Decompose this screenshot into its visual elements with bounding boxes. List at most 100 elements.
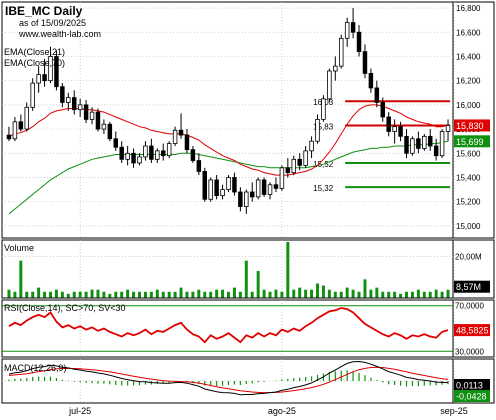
- candle-body: [344, 22, 350, 39]
- volume-bar: [13, 291, 17, 298]
- x-tick-label: sep-25: [440, 406, 468, 416]
- volume-bar: [256, 271, 260, 298]
- candle-body: [149, 145, 154, 160]
- candle-body: [196, 160, 202, 172]
- candle-body: [172, 129, 178, 145]
- candle-body: [439, 131, 445, 157]
- price-tick-label: 16,000: [456, 101, 481, 110]
- volume-bar: [345, 287, 349, 298]
- volume-bar: [114, 291, 118, 298]
- volume-bar: [60, 291, 64, 298]
- volume-bar: [66, 293, 70, 298]
- candle-body: [36, 74, 41, 84]
- candle-body: [155, 150, 160, 160]
- candle-body: [267, 184, 273, 195]
- candle-body: [244, 191, 249, 207]
- candle-body: [297, 158, 302, 166]
- price-tick-label: 16,600: [456, 28, 481, 37]
- candle-body: [54, 56, 59, 88]
- volume-bar: [387, 291, 391, 298]
- candle-body: [137, 156, 142, 164]
- candle-body: [291, 158, 297, 174]
- volume-bar: [185, 291, 189, 298]
- volume-bar: [416, 289, 420, 298]
- candle-body: [445, 125, 451, 132]
- volume-bar: [244, 260, 248, 298]
- volume-bar: [363, 279, 367, 298]
- candle-body: [18, 121, 24, 130]
- volume-bar: [120, 291, 124, 298]
- candle-body: [380, 102, 386, 118]
- volume-bar: [321, 285, 325, 298]
- price-last-label-bg: [454, 135, 490, 148]
- candle-body: [226, 177, 231, 190]
- volume-bar: [292, 289, 296, 298]
- rsi-title: RSI(Close,14), SC>70, SV<30: [4, 303, 126, 313]
- volume-bar: [138, 291, 141, 298]
- volume-bar: [410, 291, 414, 298]
- price-tick-label: 15,600: [456, 149, 481, 158]
- candle-body: [125, 152, 130, 160]
- candle-body: [356, 31, 362, 53]
- candle-body: [422, 135, 427, 149]
- candle-body: [184, 134, 190, 151]
- volume-bar: [197, 289, 201, 298]
- volume-bar: [428, 291, 432, 298]
- price-tick-label: 15,000: [456, 222, 481, 231]
- candle-body: [410, 138, 415, 154]
- candle-body: [60, 86, 65, 103]
- volume-bar: [250, 291, 254, 298]
- volume-bar: [72, 291, 76, 298]
- price-panel: 15,00015,20015,40015,60015,80016,00016,2…: [1, 1, 495, 239]
- candle-body: [285, 167, 291, 174]
- volume-tick-label: 20,00M: [455, 253, 482, 262]
- candle-body: [208, 179, 213, 200]
- macd-last-label: 0,0113: [456, 381, 483, 391]
- price-tick-label: 16,200: [456, 77, 481, 86]
- rsi-last-label: 48,5825: [456, 326, 489, 336]
- candle-body: [374, 87, 380, 103]
- candle-body: [327, 70, 332, 100]
- candle-body: [416, 138, 421, 149]
- x-axis: jul-25 ago-25 sep-25: [68, 406, 468, 416]
- volume-bar: [268, 291, 272, 298]
- candle-body: [398, 126, 403, 137]
- candle-body: [249, 191, 255, 198]
- volume-bar: [161, 291, 165, 298]
- volume-bar: [173, 291, 177, 298]
- chart-date: as of 15/09/2025: [19, 18, 86, 28]
- candle-body: [48, 56, 53, 82]
- volume-bar: [280, 291, 284, 298]
- legend-ema21: EMA(Close,21): [4, 47, 65, 57]
- macd-last-label-bg: [454, 379, 490, 391]
- candle-body: [160, 150, 166, 157]
- volume-bar: [167, 291, 171, 298]
- volume-bar: [126, 289, 130, 298]
- candle-body: [107, 123, 113, 140]
- volume-bar: [84, 291, 88, 298]
- candle-body: [113, 138, 119, 148]
- candle-body: [12, 121, 18, 140]
- volume-bar: [262, 289, 266, 298]
- volume-bar: [375, 287, 379, 298]
- volume-title: Volume: [4, 243, 34, 253]
- volume-bar: [339, 291, 343, 298]
- x-tick-label: ago-25: [268, 406, 296, 416]
- candle-body: [83, 104, 89, 120]
- rsi-last-label-bg: [454, 324, 490, 337]
- candle-body: [309, 140, 314, 152]
- volume-bar: [381, 291, 385, 298]
- macd-hist-last-label-bg: [454, 390, 490, 402]
- volume-last-label-bg: [454, 280, 490, 293]
- macd-line: [8, 360, 449, 396]
- legend-ema70: EMA(Close,70): [4, 58, 65, 68]
- candle-body: [66, 97, 71, 103]
- rsi-line: [8, 307, 449, 344]
- level-label: 15,32: [313, 184, 334, 193]
- volume-bar: [434, 289, 438, 298]
- watermark: www.wealth-lab.com: [18, 29, 101, 39]
- candle-body: [190, 149, 196, 161]
- macd-hist-last-label: -0,0428: [456, 392, 487, 402]
